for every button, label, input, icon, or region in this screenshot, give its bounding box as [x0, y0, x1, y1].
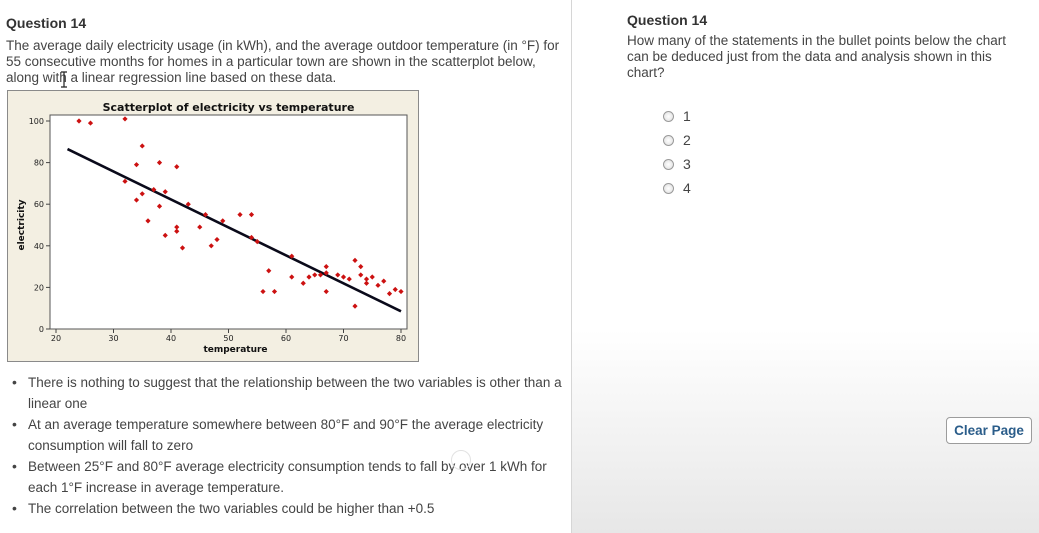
data-point [139, 143, 145, 149]
data-point [248, 212, 255, 218]
data-point [202, 212, 209, 218]
statement-text: Between 25°F and 80°F average electricit… [28, 459, 547, 495]
chart-title: Scatterplot of electricity vs temperatur… [103, 101, 355, 114]
data-point [271, 288, 278, 295]
option-label: 2 [683, 132, 691, 148]
data-point [375, 282, 381, 288]
data-point [179, 245, 186, 251]
x-tick-label: 60 [281, 334, 291, 343]
data-point [122, 178, 128, 184]
focus-ring [451, 450, 471, 470]
x-tick-label: 80 [396, 334, 406, 343]
statement-item: • The correlation between the two variabl… [12, 500, 435, 516]
statement-text: The correlation between the two variable… [28, 501, 435, 516]
data-point [340, 274, 347, 280]
data-point [306, 274, 312, 280]
data-point [133, 162, 140, 168]
radio-button[interactable] [663, 134, 674, 146]
data-point [174, 164, 180, 170]
data-point [369, 274, 375, 280]
question-title: Question 14 [6, 15, 87, 31]
answer-question: How many of the statements in the bullet… [627, 33, 1006, 80]
data-point [139, 191, 145, 197]
data-point [156, 160, 163, 166]
text-cursor-icon [61, 71, 67, 88]
data-point [76, 118, 82, 124]
answer-title: Question 14 [627, 12, 708, 28]
data-point [300, 280, 306, 286]
question-pane: Question 14 The average daily electricit… [6, 0, 572, 533]
scatterplot-svg: Scatterplot of electricity vs temperatur… [17, 101, 408, 355]
data-point [162, 232, 168, 238]
answer-pane [572, 0, 1039, 533]
option-4[interactable]: 4 [663, 176, 691, 200]
y-tick-label: 20 [34, 283, 44, 292]
data-point [260, 288, 266, 295]
data-point [289, 253, 295, 259]
radio-button[interactable] [663, 182, 674, 194]
data-point [87, 120, 94, 126]
clear-page-button[interactable]: Clear Page [946, 417, 1032, 444]
data-point [156, 203, 163, 209]
data-point [352, 303, 358, 309]
data-point [254, 239, 260, 245]
x-tick-label: 50 [223, 334, 233, 343]
data-point [237, 212, 243, 218]
statement-list: • There is nothing to suggest that the re… [8, 372, 564, 519]
y-axis-label: electricity [17, 199, 27, 250]
y-tick-label: 0 [39, 325, 44, 334]
scatterplot-chart: Scatterplot of electricity vs temperatur… [7, 90, 419, 362]
option-label: 1 [683, 108, 691, 124]
data-point [122, 116, 128, 122]
x-tick-label: 40 [166, 334, 176, 343]
data-point [266, 268, 272, 274]
plot-area [49, 114, 408, 330]
statement-text: There is nothing to suggest that the rel… [28, 375, 562, 411]
option-3[interactable]: 3 [663, 152, 691, 176]
data-point [220, 218, 226, 224]
option-label: 3 [683, 156, 691, 172]
data-point [174, 224, 180, 230]
data-point [162, 189, 168, 195]
x-tick-label: 30 [108, 334, 118, 343]
y-tick-label: 40 [34, 242, 44, 251]
data-point [398, 288, 404, 295]
y-tick-label: 60 [34, 200, 44, 209]
answer-options: 1 2 3 4 [663, 104, 691, 200]
question-stem: The average daily electricity usage (in … [6, 38, 560, 85]
statement-text: At an average temperature somewhere betw… [28, 417, 544, 453]
regression-line [66, 147, 402, 313]
statement-item: • There is nothing to suggest that the re… [12, 374, 562, 411]
data-point [248, 234, 255, 241]
y-tick-label: 80 [34, 159, 44, 168]
data-point [197, 224, 203, 230]
y-tick-label: 100 [29, 117, 44, 126]
data-point [174, 228, 180, 234]
option-label: 4 [683, 180, 691, 196]
data-point [185, 201, 191, 207]
data-point [289, 274, 295, 280]
x-tick-label: 70 [338, 334, 348, 343]
statement-item: • At an average temperature somewhere bet… [12, 416, 544, 453]
data-point [323, 288, 329, 295]
data-point [145, 218, 151, 224]
radio-button[interactable] [663, 158, 674, 170]
x-axis-label: temperature [203, 345, 267, 355]
data-point [214, 236, 220, 243]
data-point [133, 197, 140, 203]
radio-button[interactable] [663, 110, 674, 122]
statement-item: • Between 25°F and 80°F average electrici… [12, 458, 547, 495]
x-tick-label: 20 [51, 334, 61, 343]
option-1[interactable]: 1 [663, 104, 691, 128]
option-2[interactable]: 2 [663, 128, 691, 152]
data-point [208, 243, 214, 249]
data-point [363, 280, 370, 286]
